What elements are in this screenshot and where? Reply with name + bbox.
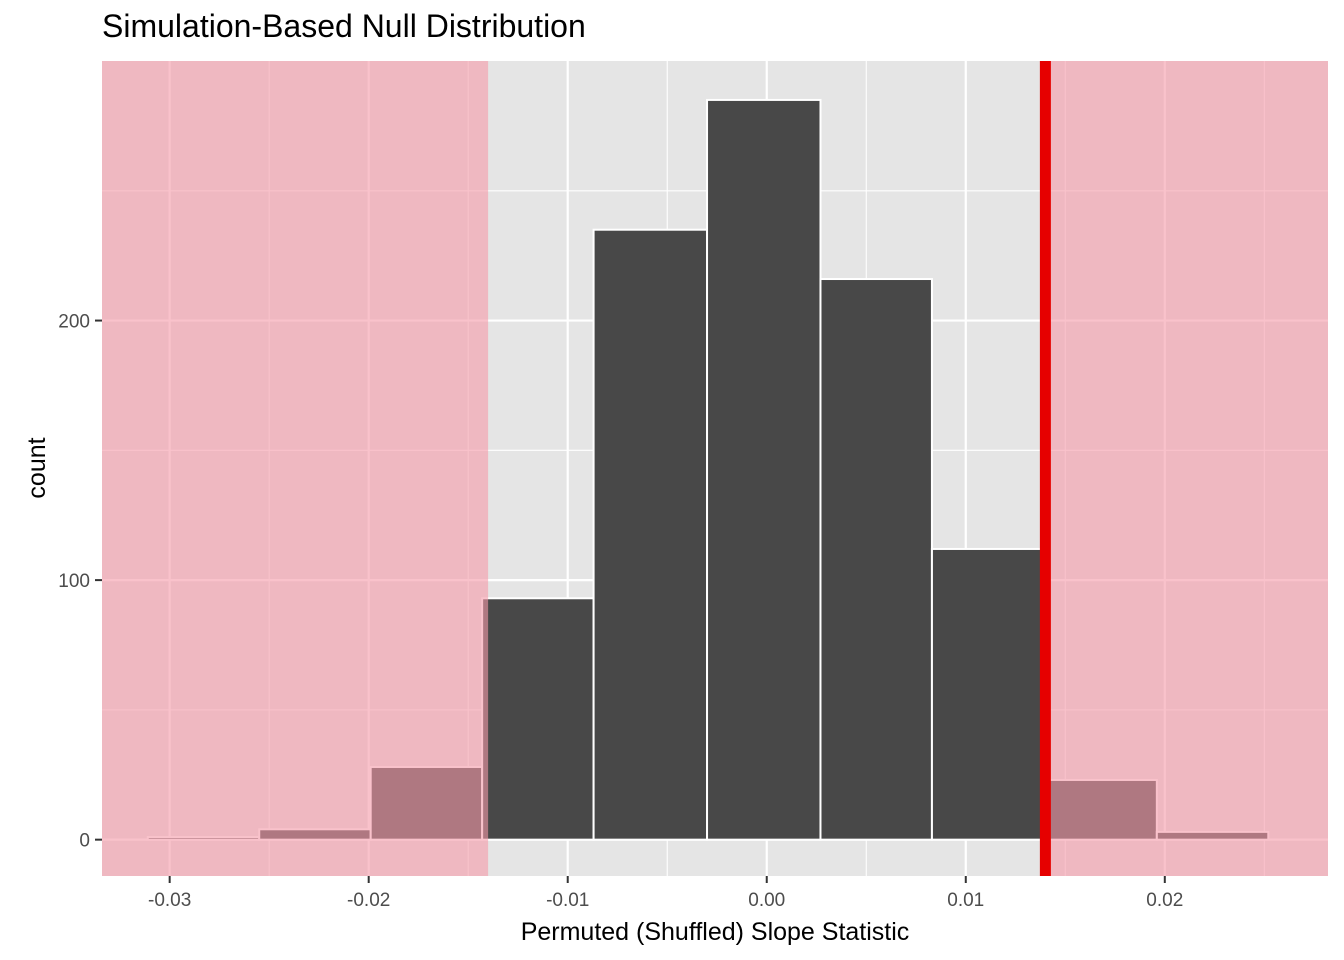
y-axis-title: count [23, 437, 51, 498]
x-axis: -0.03 -0.02 -0.01 0.00 0.01 0.02 [148, 876, 1183, 911]
y-tick-label: 0 [79, 831, 90, 852]
chart-title: Simulation-Based Null Distribution [102, 8, 586, 44]
histogram-bar [706, 98, 822, 841]
x-tick-label: 0.01 [947, 890, 984, 911]
y-axis: 0 100 200 [58, 312, 102, 852]
shade-region-left [102, 61, 489, 876]
shade-region-right [1045, 61, 1328, 876]
histogram-bar [819, 278, 933, 841]
p-value-shading [102, 61, 1328, 876]
x-tick-label: -0.02 [347, 890, 390, 911]
histogram-bar [930, 547, 1045, 841]
x-tick-label: -0.03 [148, 890, 191, 911]
x-tick-label: -0.01 [546, 890, 589, 911]
x-tick-label: 0.02 [1146, 890, 1183, 911]
histogram-bar [481, 597, 595, 841]
y-tick-label: 200 [58, 312, 90, 333]
histogram-bars [146, 98, 1270, 841]
y-tick-label: 100 [58, 571, 90, 592]
x-tick-label: 0.00 [748, 890, 785, 911]
x-axis-title: Permuted (Shuffled) Slope Statistic [521, 918, 910, 946]
histogram-bar [592, 228, 709, 841]
